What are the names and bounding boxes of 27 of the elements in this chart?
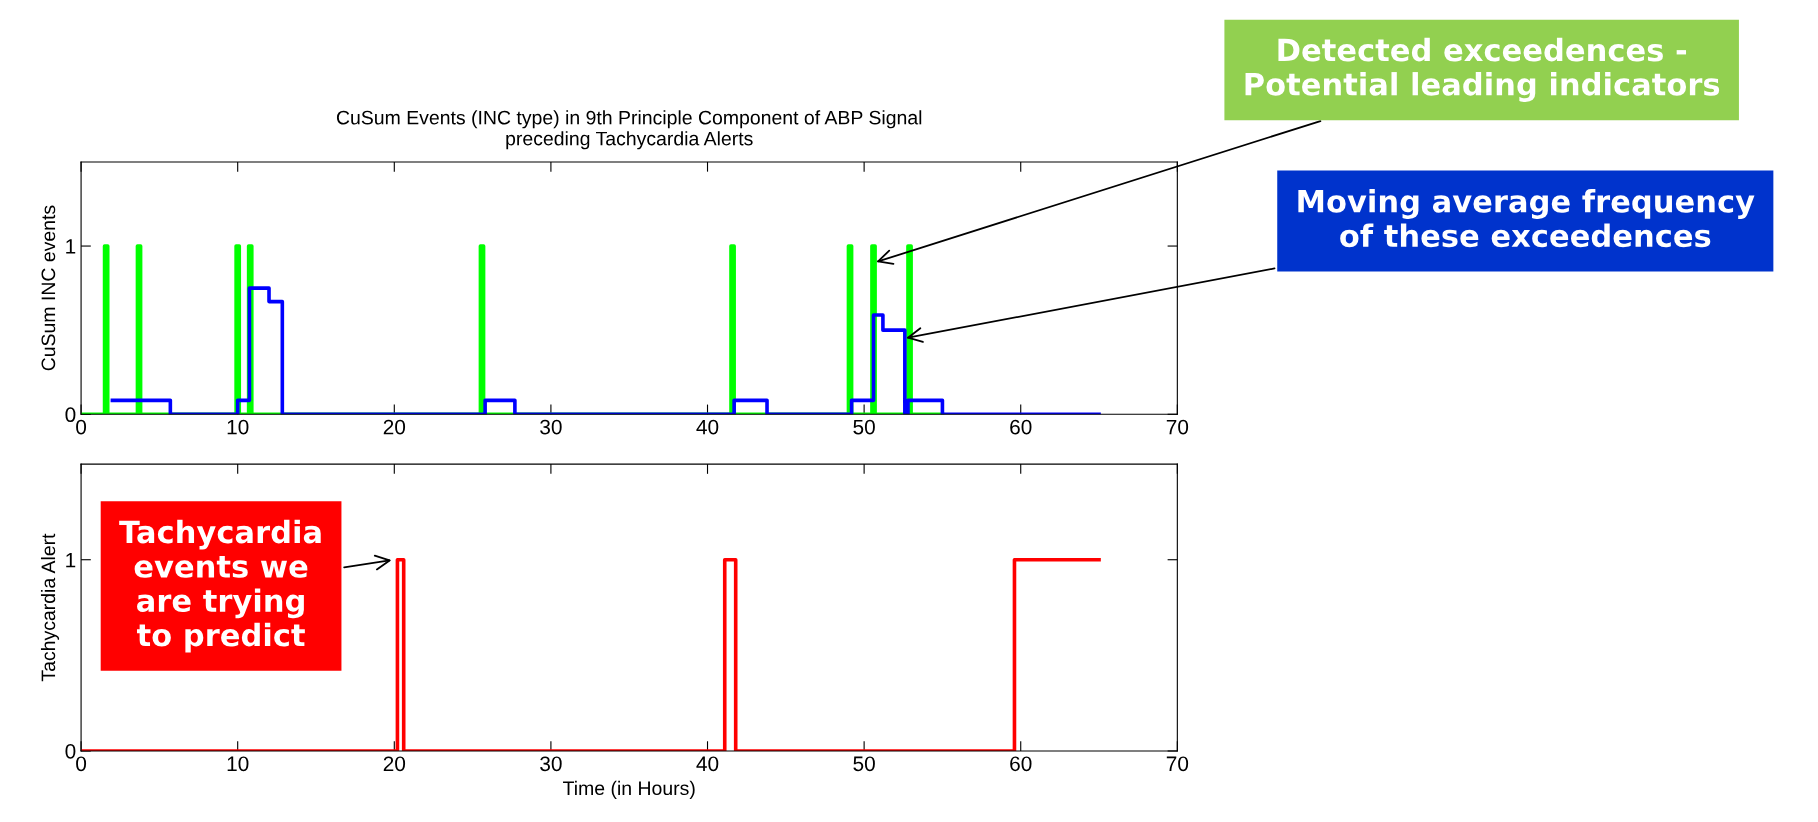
x-tick-label: 50 (853, 756, 875, 772)
x-tick-label: 20 (383, 756, 406, 772)
y-axis-title: Tachycardia Alert (40, 533, 60, 682)
x-tick-label: 0 (76, 756, 87, 772)
annotation: Moving average frequency of these exceedences (1298, 189, 1755, 248)
annotation: Tachycardia events we are trying to predict (119, 519, 321, 653)
x-tick-label: 10 (227, 419, 249, 435)
y-tick-label: 1 (66, 239, 76, 254)
x-tick-label: 30 (540, 419, 562, 435)
x-tick-label: 70 (1166, 419, 1189, 435)
y-tick-label: 1 (66, 552, 76, 568)
x-tick-label: 60 (1010, 756, 1032, 772)
y-tick-label: 0 (65, 407, 76, 423)
x-tick-label: 0 (76, 419, 87, 435)
x-tick-label: 40 (696, 419, 719, 435)
y-axis-title: CuSum INC events (41, 205, 56, 371)
annotation: Detected exceedences - Potential leading indicators (1245, 37, 1720, 102)
x-tick-label: 40 (696, 756, 719, 772)
x-axis-title: Time (in Hours) (563, 780, 695, 799)
x-tick-label: 60 (1010, 419, 1032, 435)
chart-title: CuSum Events (INC type) in 9th Principle Component of ABP Signal preceding Tachycardia Alerts (336, 110, 922, 150)
x-tick-label: 10 (227, 756, 249, 772)
x-tick-label: 50 (853, 419, 875, 435)
x-tick-label: 30 (540, 756, 562, 772)
x-tick-label: 20 (383, 419, 406, 435)
y-tick-label: 0 (65, 743, 76, 759)
x-tick-label: 70 (1166, 756, 1189, 772)
